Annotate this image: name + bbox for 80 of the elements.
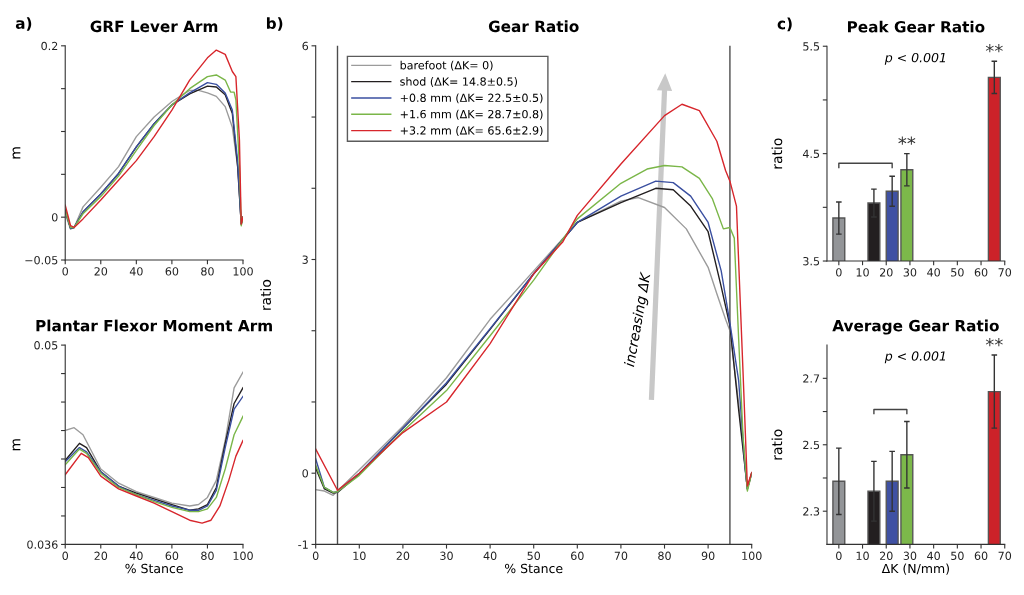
- y-tick-label: 0: [302, 469, 309, 478]
- y-tick-label: 5.5: [803, 42, 820, 51]
- x-tick-label: 30: [903, 268, 917, 277]
- x-tick-label: 0: [62, 551, 69, 560]
- y-tick-label: 2.7: [803, 374, 820, 383]
- text: b): [266, 17, 283, 31]
- x-tick-label: 10: [856, 268, 869, 277]
- chart-title: Average Gear Ratio: [832, 319, 999, 335]
- y-axis-title: ratio: [771, 429, 783, 460]
- x-tick-label: 0: [836, 551, 842, 560]
- x-tick-label: 50: [527, 551, 541, 560]
- y-axis-title: ratio: [771, 138, 783, 169]
- x-tick-label: 50: [951, 551, 964, 560]
- y-tick-label: 3: [302, 255, 308, 264]
- chart-title: GRF Lever Arm: [90, 20, 218, 33]
- x-axis-title: % Stance: [504, 563, 563, 574]
- text: c): [777, 17, 792, 32]
- y-tick-label: 0: [51, 213, 58, 222]
- x-tick-label: 0: [312, 551, 319, 560]
- chart-title: Gear Ratio: [488, 20, 579, 33]
- x-tick-label: 0: [62, 267, 69, 276]
- y-tick-label: −0.05: [25, 255, 58, 265]
- y-tick-label: 0.2: [41, 41, 58, 51]
- y-tick-label: 0.036: [27, 540, 58, 549]
- chart-title: Plantar Flexor Moment Arm: [36, 319, 272, 332]
- x-tick-label: 60: [571, 551, 584, 560]
- x-tick-label: 40: [129, 551, 143, 560]
- x-tick-label: 60: [974, 268, 988, 277]
- legend-label: shod (ΔK= 14.8±0.5): [400, 77, 518, 88]
- legend-label: barefoot (ΔK= 0): [400, 60, 493, 71]
- annotation: p < 0.001: [884, 351, 946, 364]
- x-tick-label: 10: [856, 551, 869, 560]
- x-tick-label: 20: [879, 551, 893, 560]
- annotation: **: [985, 337, 1003, 347]
- x-axis-title: % Stance: [125, 563, 183, 574]
- x-tick-label: 40: [927, 268, 940, 277]
- x-tick-label: 20: [879, 268, 893, 277]
- x-tick-label: 20: [396, 551, 410, 560]
- y-tick-label: 2.5: [803, 440, 820, 450]
- y-axis-title: ratio: [260, 279, 272, 310]
- text: a): [15, 17, 32, 31]
- x-tick-label: 20: [94, 267, 108, 276]
- x-tick-label: 40: [927, 551, 940, 560]
- y-tick-label: 6: [302, 41, 309, 51]
- x-tick-label: 20: [94, 551, 108, 560]
- x-tick-label: 40: [129, 267, 143, 276]
- x-tick-label: 60: [165, 267, 179, 276]
- x-tick-label: 50: [951, 268, 964, 277]
- y-axis-title: m: [12, 147, 21, 159]
- x-tick-label: 40: [483, 551, 497, 560]
- annotation: p < 0.001: [884, 52, 946, 65]
- x-tick-label: 0: [836, 268, 842, 277]
- x-tick-label: 30: [440, 551, 453, 560]
- x-tick-label: 80: [658, 551, 671, 560]
- y-tick-label: 4.5: [802, 149, 820, 159]
- x-tick-label: 70: [614, 551, 628, 560]
- y-tick-label: 2.3: [803, 507, 820, 516]
- x-tick-label: 10: [353, 551, 366, 560]
- annotation: **: [985, 44, 1003, 53]
- x-tick-label: 30: [903, 551, 917, 560]
- x-tick-label: 100: [742, 551, 762, 560]
- x-tick-label: 100: [233, 551, 253, 560]
- legend-label: +1.6 mm (ΔK= 28.7±0.8): [400, 109, 543, 120]
- y-tick-label: -1: [298, 540, 308, 549]
- x-tick-label: 70: [998, 551, 1012, 560]
- legend-label: +0.8 mm (ΔK= 22.5±0.5): [400, 93, 543, 104]
- x-tick-label: 60: [974, 551, 988, 560]
- y-axis-title: m: [12, 439, 21, 451]
- x-axis-title: ΔK (N/mm): [881, 563, 949, 575]
- chart-title: Peak Gear Ratio: [848, 20, 985, 33]
- x-tick-label: 80: [201, 551, 214, 560]
- legend-label: +3.2 mm (ΔK= 65.6±2.9): [400, 126, 543, 136]
- y-tick-label: 0.05: [34, 341, 58, 350]
- x-tick-label: 70: [998, 268, 1012, 277]
- y-tick-label: 3.5: [803, 257, 820, 266]
- x-tick-label: 100: [233, 267, 253, 276]
- x-tick-label: 90: [701, 551, 715, 560]
- annotation: **: [898, 136, 916, 145]
- x-tick-label: 60: [165, 551, 179, 560]
- x-tick-label: 80: [201, 267, 214, 276]
